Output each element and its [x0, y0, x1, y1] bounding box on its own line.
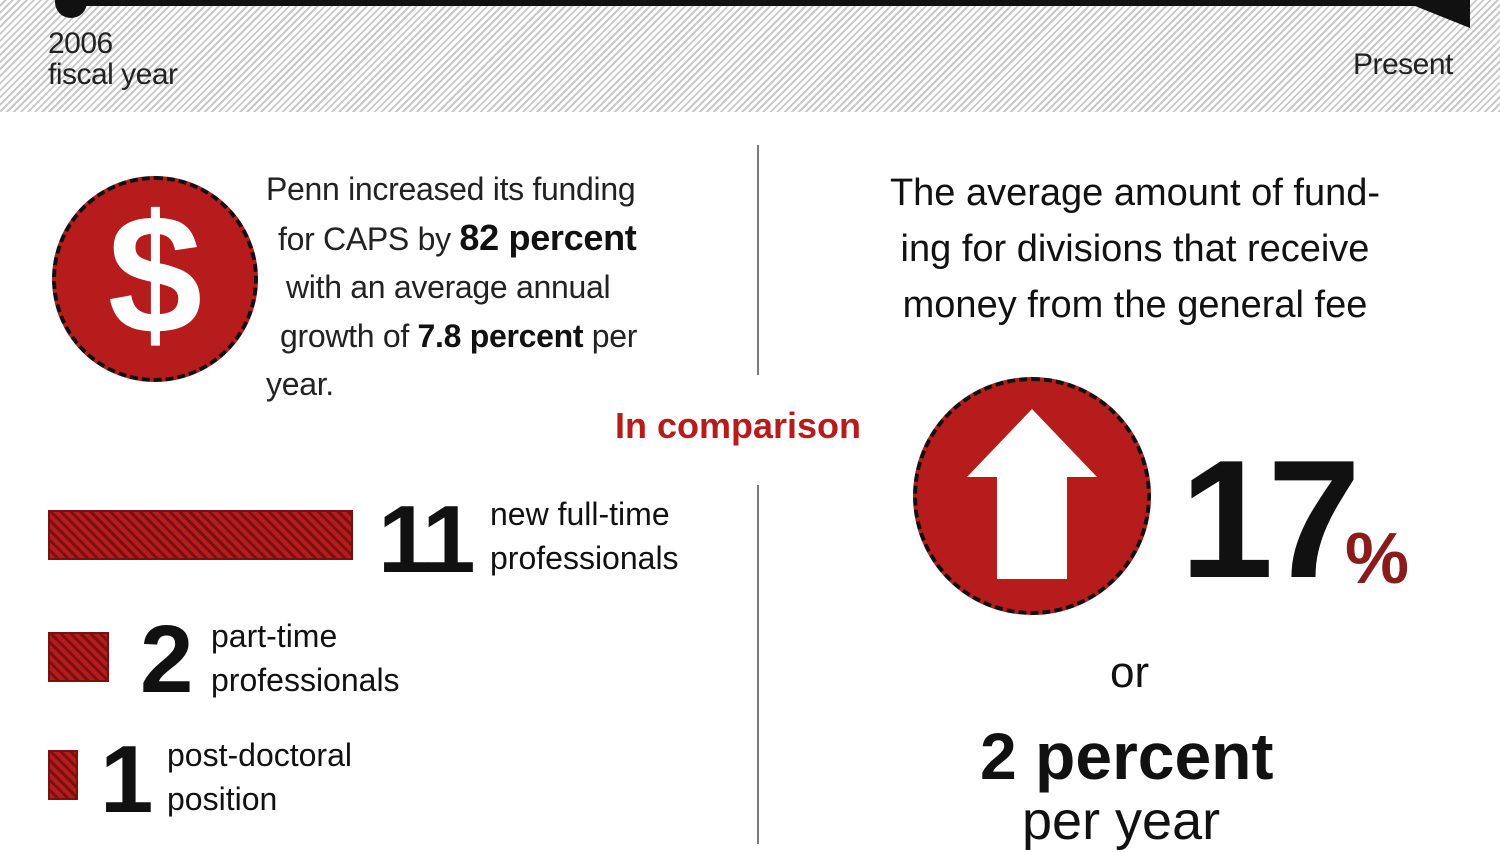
divisions-heading-2: ing for divisions that receive [900, 228, 1370, 270]
caps-line-2: for CAPS by 82 percent [266, 214, 706, 264]
increase-percent-value: 17 [1180, 425, 1361, 613]
divisions-heading-3: money from the general fee [902, 284, 1368, 326]
staff-label-full-time: new full-time professionals [490, 492, 679, 580]
timeline-start-year: 2006 [48, 27, 113, 60]
timeline-start-sublabel: fiscal year [48, 58, 178, 91]
divider-bottom [757, 485, 759, 844]
timeline-line [70, 0, 1415, 6]
timeline-start-label: 2006 fiscal year [48, 28, 178, 90]
caps-line-4: growth of 7.8 percent per [266, 312, 706, 361]
or-text: or [1110, 648, 1150, 697]
timeline-arrow-icon [1400, 0, 1470, 28]
timeline-end-label: Present [1353, 48, 1453, 81]
arrow-circle [913, 377, 1151, 615]
dollar-sign-icon: $ [107, 180, 203, 370]
staff-bar-postdoc [48, 750, 78, 800]
caps-line-1: Penn increased its funding [266, 171, 636, 207]
caps-percent-bold: 82 percent [459, 216, 637, 258]
staff-label-postdoc-1: post-doctoral [167, 737, 352, 773]
staff-label-postdoc: post-doctoral position [167, 733, 352, 821]
staff-count-full-time: 11 [378, 486, 476, 593]
caps-line-5: year. [266, 366, 334, 402]
percent-sign: % [1345, 519, 1410, 599]
divider-top [757, 145, 759, 375]
caps-growth-rate: 7.8 percent [417, 317, 584, 354]
caps-line-4-pre: growth of [280, 317, 418, 354]
staff-label-postdoc-2: position [167, 781, 278, 817]
annual-unit: per year [1022, 791, 1221, 851]
dollar-circle: $ [52, 176, 258, 382]
staff-label-full-time-1: new full-time [490, 496, 670, 532]
up-arrow-icon [967, 408, 1097, 579]
caps-funding-text: Penn increased its funding for CAPS by 8… [266, 165, 706, 409]
annual-percent-value: 2 percent [980, 719, 1274, 793]
staff-count-part-time: 2 [140, 606, 193, 713]
staff-label-part-time-2: professionals [211, 662, 400, 698]
staff-bar-full-time [48, 510, 353, 560]
staff-count-postdoc: 1 [100, 726, 153, 833]
divisions-heading-1: The average amount of fund- [889, 172, 1381, 214]
timeline-band: 2006 fiscal year Present [0, 0, 1500, 112]
caps-line-2-text: for CAPS by [278, 220, 460, 257]
staff-label-part-time-1: part-time [211, 618, 338, 654]
timeline-start-dot [55, 0, 87, 18]
caps-line-4-post: per [583, 317, 638, 354]
caps-line-3: with an average annual [286, 269, 611, 305]
staff-label-full-time-2: professionals [490, 540, 679, 576]
divisions-heading: The average amount of fund- ing for divi… [860, 165, 1410, 333]
comparison-label: In comparison [615, 405, 862, 446]
staff-label-part-time: part-time professionals [211, 614, 400, 702]
staff-bar-part-time [48, 632, 109, 682]
